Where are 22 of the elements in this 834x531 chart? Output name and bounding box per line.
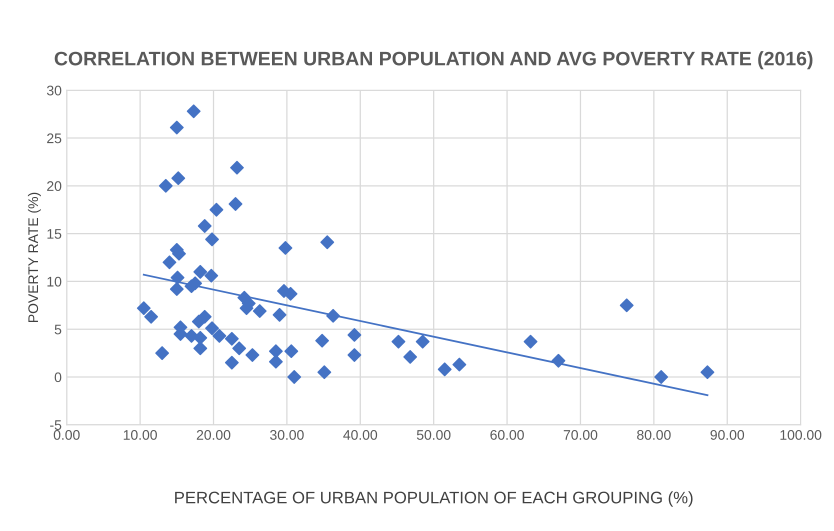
- y-tick-label: 10: [47, 276, 62, 287]
- x-tick-label: 30.00: [270, 430, 304, 440]
- x-tick-label: 60.00: [490, 430, 524, 440]
- x-tick-label: 10.00: [124, 430, 157, 440]
- chart-title: CORRELATION BETWEEN URBAN POPULATION AND AVG POVERTY RATE (2016): [54, 51, 812, 70]
- y-axis-title: POVERTY RATE (%): [28, 192, 41, 322]
- y-tick-label: 30: [46, 86, 62, 96]
- y-tick-label: 25: [47, 133, 62, 144]
- x-tick-label: 20.00: [196, 430, 230, 440]
- x-tick-label: 50.00: [416, 430, 451, 440]
- x-tick-label: 0.00: [54, 430, 80, 440]
- x-axis-title: PERCENTAGE OF URBAN POPULATION OF EACH GROUPING (%): [175, 491, 693, 507]
- x-tick-label: 90.00: [710, 430, 744, 440]
- x-tick-label: 70.00: [564, 430, 598, 440]
- y-tick-label: 0: [54, 372, 62, 382]
- y-tick-label: -5: [50, 420, 62, 430]
- x-tick-label: 40.00: [343, 430, 378, 440]
- y-tick-label: 15: [47, 229, 62, 239]
- x-tick-label: 100.00: [780, 430, 822, 440]
- y-tick-label: 20: [47, 181, 62, 192]
- y-tick-label: 5: [54, 324, 62, 334]
- x-tick-label: 80.00: [637, 430, 671, 440]
